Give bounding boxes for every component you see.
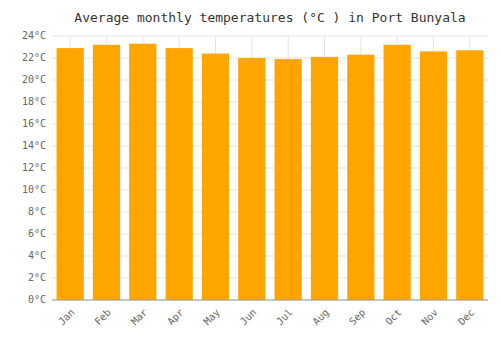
bar [238,58,265,300]
x-tick-label: Oct [383,307,404,328]
bars [57,44,484,300]
x-tick-label: Mar [129,307,150,328]
x-tick-label: Sep [347,307,368,328]
x-tick-label: Dec [456,307,477,328]
bar [93,45,120,300]
bar [311,57,338,300]
title: Average monthly temperatures (°C ) in Po… [74,10,465,25]
y-tick-label: 14°C [22,140,46,151]
bar [57,48,84,300]
bar [456,50,483,300]
y-tick-label: 24°C [22,30,46,41]
bar [275,59,302,300]
x-tick-label: Jun [238,307,259,328]
bar [129,44,156,300]
bar [347,55,374,300]
y-tick-label: 4°C [28,250,46,261]
x-tick-label: Aug [310,307,331,328]
x-tick-label: Jan [56,307,77,328]
y-tick-label: 20°C [22,74,46,85]
x-axis-line [52,300,488,301]
x-tick-label: Jul [274,307,295,328]
y-axis: 0°C 2°C 4°C 6°C 8°C 10°C 12°C 14°C 16°C 18°C 20°C 2… [22,30,46,305]
y-tick-label: 18°C [22,96,46,107]
x-axis: Jan Feb Mar Apr May Jun Jul Aug Sep Oct Nov Dec [56,307,476,328]
y-tick-label: 10°C [22,184,46,195]
y-tick-label: 12°C [22,162,46,173]
y-tick-label: 0°C [28,294,46,305]
y-tick-label: 22°C [22,52,46,63]
x-tick-label: Nov [419,307,440,328]
y-grid-line [52,300,488,301]
y-tick-label: 6°C [28,228,46,239]
grid [52,36,488,300]
x-tick-label: May [201,307,222,328]
y-tick-label: 8°C [28,206,46,217]
y-tick-label: 16°C [22,118,46,129]
bar [384,45,411,300]
bar [420,51,447,300]
y-tick-label: 2°C [28,272,46,283]
x-tick-label: Apr [165,307,186,328]
chart: 0°C 2°C 4°C 6°C 8°C 10°C 12°C 14°C 16°C 18°C 20°C 2… [0,0,500,350]
x-tick-label: Feb [92,307,113,328]
bar [166,48,193,300]
y-grid-line [52,36,488,37]
bar [202,54,229,300]
